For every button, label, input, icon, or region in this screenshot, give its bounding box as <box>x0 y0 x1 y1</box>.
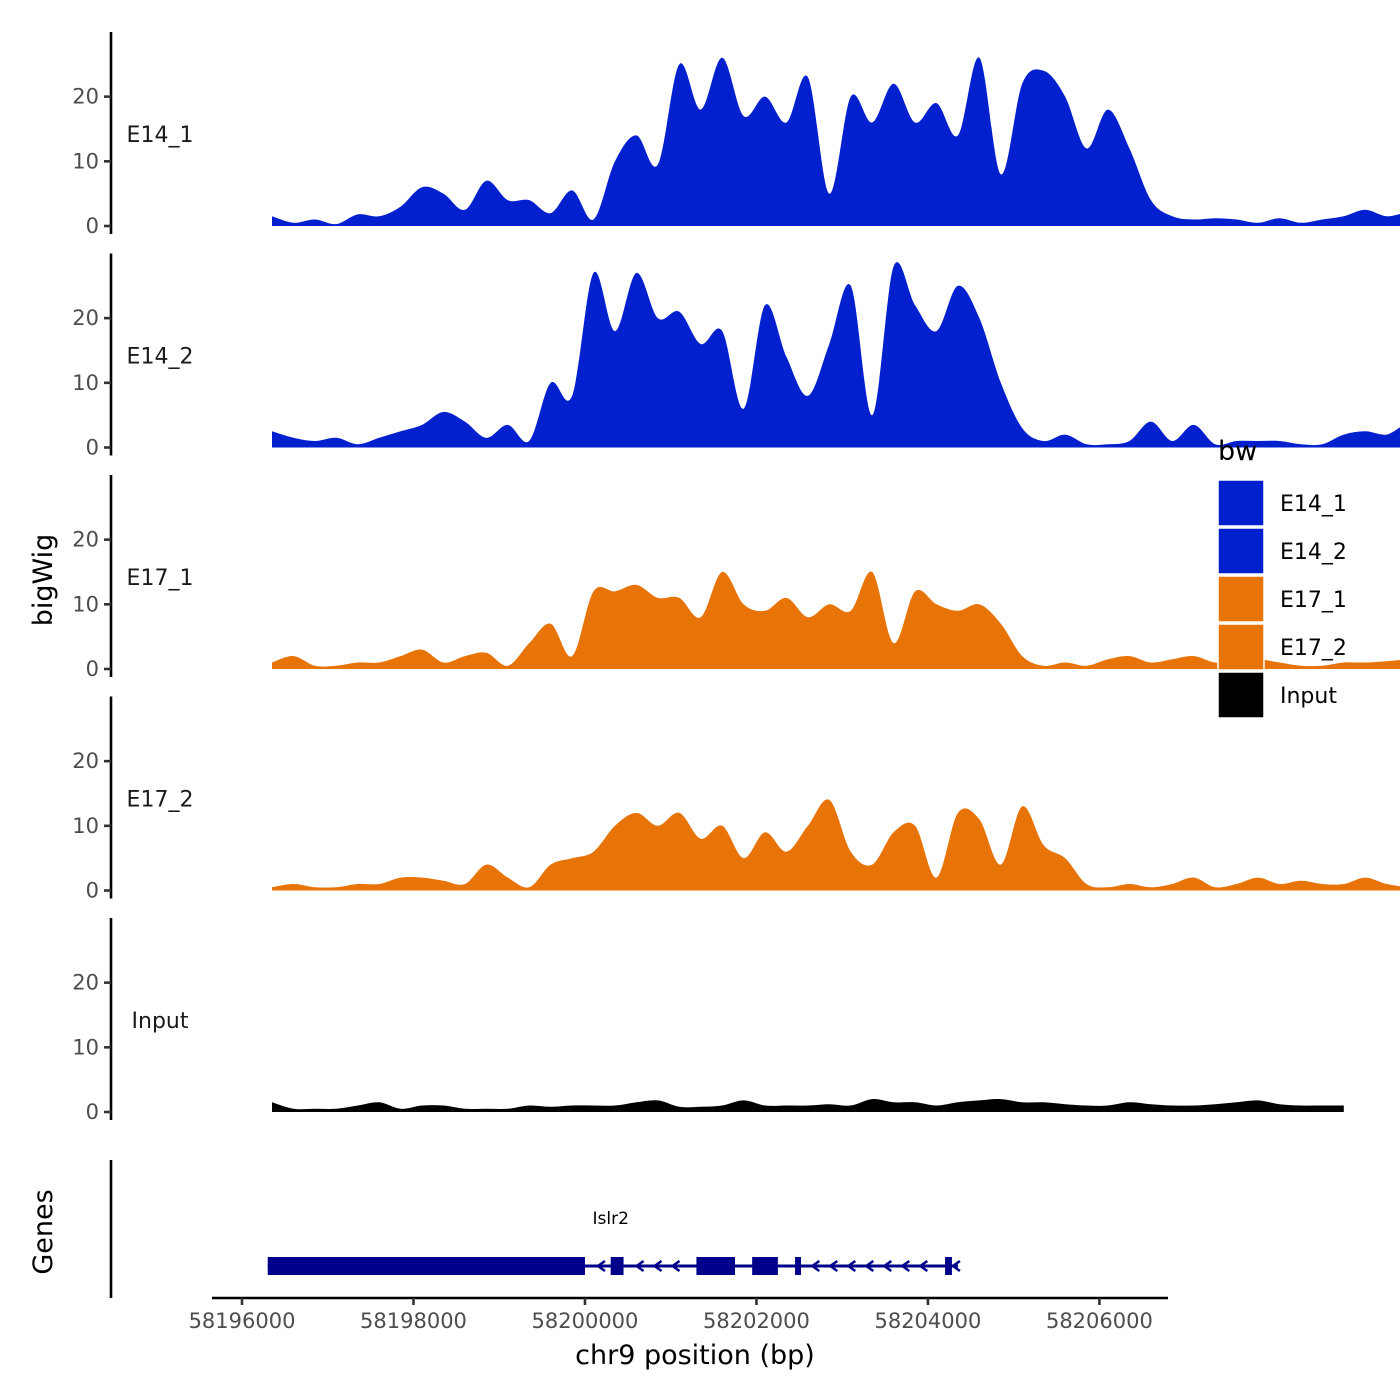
strand-arrow <box>900 1259 911 1273</box>
y-tick-label: 0 <box>86 214 99 238</box>
strand-arrow <box>950 1259 961 1273</box>
area-input <box>272 1099 1344 1112</box>
legend-item-e14_1: E14_1 <box>1217 479 1347 527</box>
legend-item-e14_2: E14_2 <box>1217 527 1347 575</box>
y-tick-label: 10 <box>72 592 99 616</box>
panel-e14_2: 0 10 20 E14_2 <box>72 253 1400 460</box>
track-label-e14_2: E14_2 <box>127 345 194 370</box>
gene-track: Islr2 <box>109 1160 961 1298</box>
y-tick-label: 20 <box>72 528 99 552</box>
x-tick-label: 58204000 <box>874 1309 981 1333</box>
legend: bw E14_1 E14_2 E17_1 E17_2 Input <box>1217 436 1347 719</box>
legend-label: E14_2 <box>1280 540 1347 565</box>
gene-exon <box>610 1257 624 1275</box>
y-tick-label: 10 <box>72 814 99 838</box>
strand-arrow <box>918 1259 929 1273</box>
y-tick-label: 10 <box>72 1035 99 1059</box>
legend-item-e17_1: E17_1 <box>1217 575 1347 623</box>
area-e14_1 <box>272 57 1400 226</box>
gene-exon <box>267 1257 585 1275</box>
legend-title: bw <box>1218 436 1257 467</box>
y-tick-label: 20 <box>72 971 99 995</box>
strand-arrow <box>634 1259 645 1273</box>
gene-exon <box>696 1257 736 1275</box>
y-tick-label: 10 <box>72 371 99 395</box>
strand-arrow <box>882 1259 893 1273</box>
legend-label: E14_1 <box>1280 492 1347 517</box>
axis-titles: bigWig Genes chr9 position (bp) <box>28 534 815 1371</box>
track-label-e17_1: E17_1 <box>127 566 194 591</box>
legend-item-input: Input <box>1217 671 1337 719</box>
x-tick-label: 58206000 <box>1046 1309 1153 1333</box>
track-label-input: Input <box>132 1009 189 1034</box>
track-label-e17_2: E17_2 <box>127 788 194 813</box>
strand-arrow <box>670 1259 681 1273</box>
legend-swatch <box>1217 623 1265 671</box>
x-axis: 58196000 58198000 58200000 58202000 58204000… <box>189 1296 1168 1333</box>
area-e17_1 <box>272 571 1400 669</box>
y-tick-label: 20 <box>72 85 99 109</box>
legend-swatch <box>1217 575 1265 623</box>
legend-item-e17_2: E17_2 <box>1217 623 1347 671</box>
legend-swatch <box>1217 671 1265 719</box>
gene-track-title: Genes <box>28 1189 59 1274</box>
panel-e14_1: 0 10 20 E14_1 <box>72 32 1400 238</box>
legend-label: E17_2 <box>1280 636 1347 661</box>
x-tick-label: 58202000 <box>703 1309 810 1333</box>
x-axis-title: chr9 position (bp) <box>575 1340 815 1371</box>
strand-arrow <box>846 1259 857 1273</box>
y-tick-label: 10 <box>72 149 99 173</box>
legend-swatch <box>1217 479 1265 527</box>
y-tick-label: 20 <box>72 749 99 773</box>
y-axis-title: bigWig <box>28 534 59 627</box>
y-tick-label: 20 <box>72 306 99 330</box>
strand-arrow <box>652 1259 663 1273</box>
gene-exon <box>795 1257 802 1275</box>
legend-swatch <box>1217 527 1265 575</box>
x-tick-label: 58200000 <box>532 1309 639 1333</box>
y-tick-label: 0 <box>86 1100 99 1124</box>
y-tick-label: 0 <box>86 657 99 681</box>
strand-arrow <box>864 1259 875 1273</box>
legend-label: E17_1 <box>1280 588 1347 613</box>
y-tick-label: 0 <box>86 879 99 903</box>
gene-exon <box>752 1257 778 1275</box>
x-tick-label: 58198000 <box>360 1309 467 1333</box>
x-tick-label: 58196000 <box>189 1309 296 1333</box>
strand-arrow <box>810 1259 821 1273</box>
legend-label: Input <box>1280 684 1337 709</box>
track-panels: 0 10 20 E14_1 0 10 20 E14_2 0 10 20 E17_1 0 10 20 E17_2… <box>72 32 1400 1124</box>
area-e17_2 <box>272 799 1400 891</box>
panel-e17_1: 0 10 20 E17_1 <box>72 475 1400 681</box>
strand-arrow <box>828 1259 839 1273</box>
gene-exon <box>945 1257 952 1275</box>
area-e14_2 <box>272 262 1400 448</box>
strand-arrow <box>595 1259 606 1273</box>
gene-label: Islr2 <box>592 1209 628 1229</box>
panel-input: 0 10 20 Input <box>72 918 1344 1124</box>
panel-e17_2: 0 10 20 E17_2 <box>72 696 1400 903</box>
track-label-e14_1: E14_1 <box>127 123 194 148</box>
y-tick-label: 0 <box>86 436 99 460</box>
